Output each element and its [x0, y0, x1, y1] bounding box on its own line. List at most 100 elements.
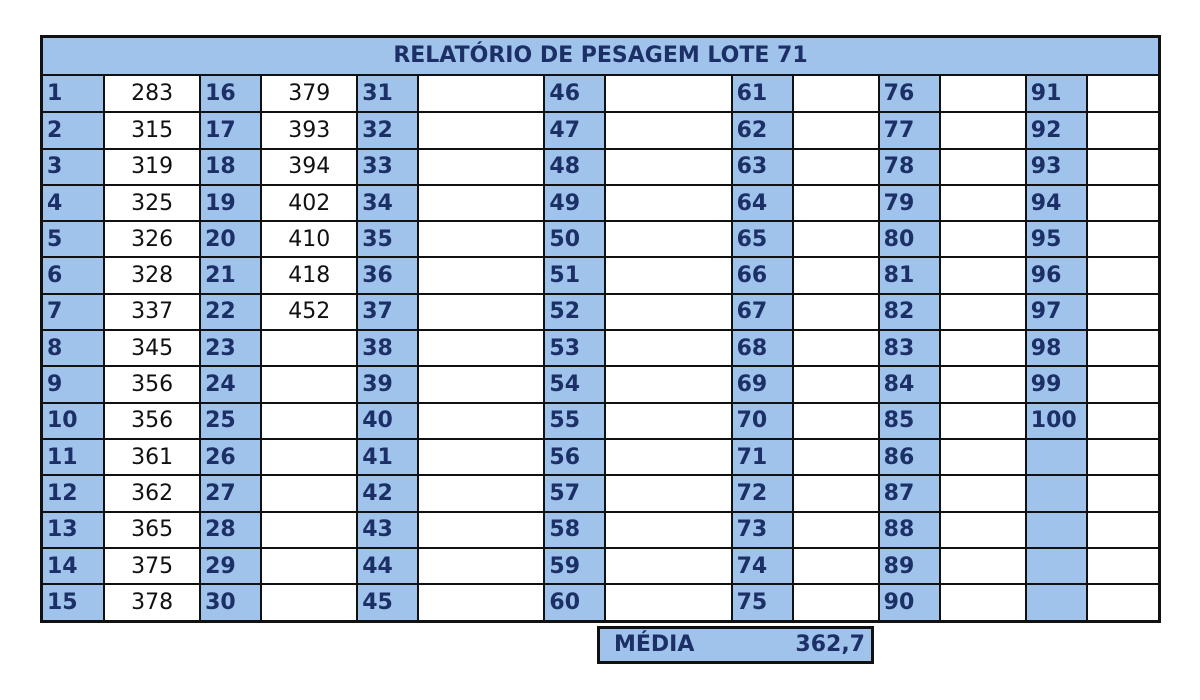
animal-number-cell: 53 [544, 330, 607, 368]
weight-cell [1086, 148, 1158, 186]
average-box: MÉDIA 362,7 [597, 626, 874, 664]
table-row: 6 328 21 418 36 51 66 81 96 [43, 257, 1158, 295]
table-row: 10 356 25 40 55 70 85 100 [43, 402, 1158, 440]
animal-number-cell: 3 [43, 148, 106, 186]
animal-number-cell: 96 [1025, 257, 1088, 295]
weight-cell [605, 475, 733, 513]
weight-cell [792, 148, 880, 186]
animal-number-cell: 59 [544, 547, 607, 586]
animal-number-cell: 47 [544, 112, 607, 150]
animal-number-cell: 71 [731, 438, 794, 477]
weight-cell: 356 [104, 366, 202, 404]
animal-number-cell: 89 [878, 547, 941, 586]
animal-number-cell: 86 [878, 438, 941, 477]
animal-number-cell: 39 [357, 366, 420, 404]
weight-cell [792, 547, 880, 586]
animal-number-cell: 87 [878, 475, 941, 513]
weight-cell [1086, 221, 1158, 259]
animal-number-cell [1025, 511, 1088, 549]
animal-number-cell: 32 [357, 112, 420, 150]
animal-number-cell: 73 [731, 511, 794, 549]
animal-number-cell: 92 [1025, 112, 1088, 150]
weight-cell [792, 366, 880, 404]
weight-cell: 393 [261, 112, 359, 150]
table-row: 2 315 17 393 32 47 62 77 92 [43, 112, 1158, 150]
weight-cell [939, 511, 1027, 549]
weight-cell [418, 184, 546, 223]
weight-cell [939, 366, 1027, 404]
weight-cell [939, 402, 1027, 440]
animal-number-cell: 67 [731, 293, 794, 332]
animal-number-cell: 34 [357, 184, 420, 223]
weight-cell: 394 [261, 148, 359, 186]
animal-number-cell [1025, 438, 1088, 477]
animal-number-cell: 17 [200, 112, 263, 150]
weight-cell [605, 257, 733, 295]
weight-cell [418, 547, 546, 586]
animal-number-cell: 38 [357, 330, 420, 368]
animal-number-cell: 13 [43, 511, 106, 549]
weight-cell [261, 584, 359, 621]
weight-cell [792, 475, 880, 513]
weight-cell [418, 257, 546, 295]
weight-cell [605, 438, 733, 477]
animal-number-cell [1025, 475, 1088, 513]
weight-cell [939, 293, 1027, 332]
weight-cell [792, 330, 880, 368]
animal-number-cell: 65 [731, 221, 794, 259]
animal-number-cell: 77 [878, 112, 941, 150]
weight-cell: 356 [104, 402, 202, 440]
animal-number-cell: 49 [544, 184, 607, 223]
weight-cell [792, 511, 880, 549]
weight-cell [418, 584, 546, 621]
weight-cell [1086, 184, 1158, 223]
weight-cell [418, 221, 546, 259]
animal-number-cell: 91 [1025, 76, 1088, 114]
animal-number-cell: 50 [544, 221, 607, 259]
weight-cell [261, 438, 359, 477]
report-title: RELATÓRIO DE PESAGEM LOTE 71 [43, 38, 1158, 76]
weight-cell [261, 366, 359, 404]
weight-cell: 452 [261, 293, 359, 332]
weight-cell [1086, 438, 1158, 477]
table-row: 12 362 27 42 57 72 87 [43, 475, 1158, 513]
animal-number-cell: 22 [200, 293, 263, 332]
animal-number-cell: 94 [1025, 184, 1088, 223]
weight-cell: 315 [104, 112, 202, 150]
animal-number-cell: 98 [1025, 330, 1088, 368]
animal-number-cell: 6 [43, 257, 106, 295]
animal-number-cell: 75 [731, 584, 794, 621]
animal-number-cell: 9 [43, 366, 106, 404]
animal-number-cell: 88 [878, 511, 941, 549]
animal-number-cell: 29 [200, 547, 263, 586]
weight-cell [418, 330, 546, 368]
animal-number-cell: 51 [544, 257, 607, 295]
animal-number-cell: 84 [878, 366, 941, 404]
table-row: 15 378 30 45 60 75 90 [43, 584, 1158, 621]
weight-cell [605, 184, 733, 223]
weight-cell [939, 221, 1027, 259]
weight-cell [1086, 257, 1158, 295]
weight-cell [939, 76, 1027, 114]
weight-cell: 283 [104, 76, 202, 114]
animal-number-cell: 26 [200, 438, 263, 477]
table-row: 7 337 22 452 37 52 67 82 97 [43, 293, 1158, 332]
animal-number-cell: 48 [544, 148, 607, 186]
animal-number-cell [1025, 584, 1088, 621]
weight-cell [939, 148, 1027, 186]
weight-cell [792, 257, 880, 295]
weight-cell [605, 221, 733, 259]
weight-cell: 418 [261, 257, 359, 295]
weight-cell [1086, 584, 1158, 621]
table-row: 13 365 28 43 58 73 88 [43, 511, 1158, 549]
animal-number-cell: 21 [200, 257, 263, 295]
animal-number-cell: 31 [357, 76, 420, 114]
weight-cell [939, 184, 1027, 223]
animal-number-cell: 8 [43, 330, 106, 368]
table-row: 5 326 20 410 35 50 65 80 95 [43, 221, 1158, 259]
weight-cell [605, 293, 733, 332]
animal-number-cell: 18 [200, 148, 263, 186]
animal-number-cell: 72 [731, 475, 794, 513]
animal-number-cell: 80 [878, 221, 941, 259]
animal-number-cell: 52 [544, 293, 607, 332]
